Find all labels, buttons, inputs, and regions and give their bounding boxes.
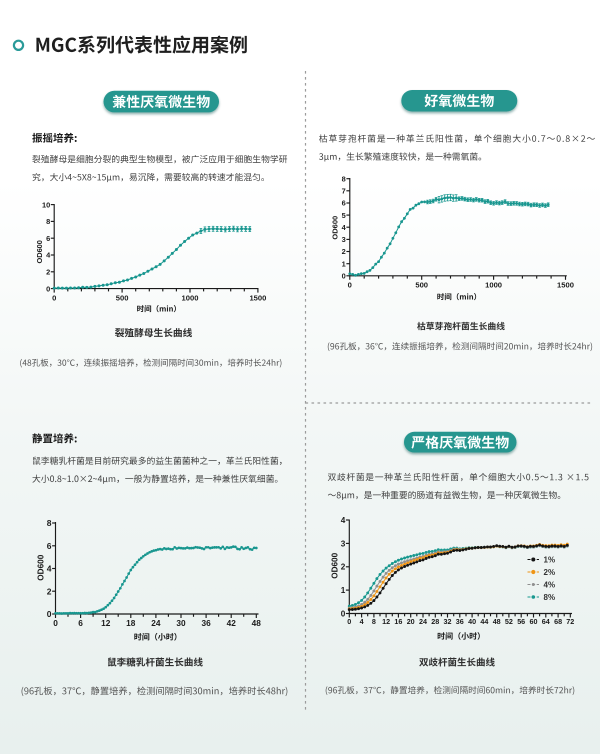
svg-text:8: 8 <box>372 617 376 626</box>
svg-text:1500: 1500 <box>249 293 266 302</box>
svg-text:6: 6 <box>78 618 83 628</box>
svg-text:10: 10 <box>42 200 50 209</box>
svg-text:0: 0 <box>53 618 58 628</box>
svg-text:3: 3 <box>341 539 346 548</box>
svg-text:24: 24 <box>151 618 161 628</box>
svg-text:1500: 1500 <box>557 281 574 290</box>
svg-text:72: 72 <box>566 617 574 626</box>
svg-text:2%: 2% <box>544 568 556 577</box>
svg-text:32: 32 <box>444 617 452 626</box>
svg-text:0: 0 <box>342 272 346 281</box>
svg-text:60: 60 <box>530 617 538 626</box>
svg-text:42: 42 <box>227 618 237 628</box>
svg-text:20: 20 <box>407 617 415 626</box>
svg-text:1000: 1000 <box>182 293 199 302</box>
svg-text:500: 500 <box>116 293 129 302</box>
svg-text:8: 8 <box>47 518 52 528</box>
svg-text:8%: 8% <box>544 593 556 602</box>
svg-text:6: 6 <box>46 234 50 243</box>
svg-text:8: 8 <box>342 174 346 183</box>
svg-text:4%: 4% <box>544 580 556 589</box>
svg-text:0: 0 <box>46 284 50 293</box>
svg-text:18: 18 <box>126 618 136 628</box>
svg-text:2: 2 <box>341 563 346 572</box>
svg-text:1%: 1% <box>544 555 556 564</box>
svg-text:0: 0 <box>347 617 351 626</box>
svg-text:4: 4 <box>341 516 346 525</box>
svg-text:4: 4 <box>47 564 52 574</box>
svg-text:3: 3 <box>342 235 346 244</box>
svg-text:48: 48 <box>493 617 501 626</box>
svg-text:4: 4 <box>342 223 347 232</box>
svg-text:40: 40 <box>468 617 476 626</box>
svg-text:28: 28 <box>431 617 439 626</box>
svg-text:OD600: OD600 <box>36 554 45 580</box>
svg-text:16: 16 <box>394 617 402 626</box>
svg-text:5: 5 <box>342 211 346 220</box>
svg-text:52: 52 <box>505 617 513 626</box>
svg-text:0: 0 <box>348 281 352 290</box>
svg-text:68: 68 <box>554 617 562 626</box>
svg-text:2: 2 <box>46 268 50 277</box>
svg-text:2: 2 <box>342 247 346 256</box>
svg-text:4: 4 <box>46 251 51 260</box>
svg-text:64: 64 <box>542 617 550 626</box>
svg-text:6: 6 <box>47 541 52 551</box>
svg-text:0: 0 <box>341 610 346 619</box>
svg-text:OD600: OD600 <box>330 216 339 240</box>
svg-text:4: 4 <box>360 617 364 626</box>
svg-text:1000: 1000 <box>485 281 502 290</box>
svg-text:36: 36 <box>201 618 211 628</box>
svg-text:2: 2 <box>47 586 52 596</box>
svg-text:48: 48 <box>252 618 262 628</box>
svg-text:12: 12 <box>101 618 111 628</box>
svg-text:56: 56 <box>517 617 525 626</box>
svg-text:OD600: OD600 <box>330 552 339 578</box>
svg-text:30: 30 <box>176 618 186 628</box>
svg-text:7: 7 <box>342 187 346 196</box>
svg-text:8: 8 <box>46 217 50 226</box>
svg-text:0: 0 <box>52 293 56 302</box>
svg-text:OD600: OD600 <box>35 240 44 263</box>
svg-text:0: 0 <box>47 609 52 619</box>
svg-text:1: 1 <box>341 586 346 595</box>
svg-text:24: 24 <box>419 617 427 626</box>
svg-text:36: 36 <box>456 617 464 626</box>
svg-text:12: 12 <box>382 617 390 626</box>
svg-text:500: 500 <box>415 281 428 290</box>
svg-text:1: 1 <box>342 259 346 268</box>
svg-text:44: 44 <box>480 617 488 626</box>
svg-text:6: 6 <box>342 199 346 208</box>
